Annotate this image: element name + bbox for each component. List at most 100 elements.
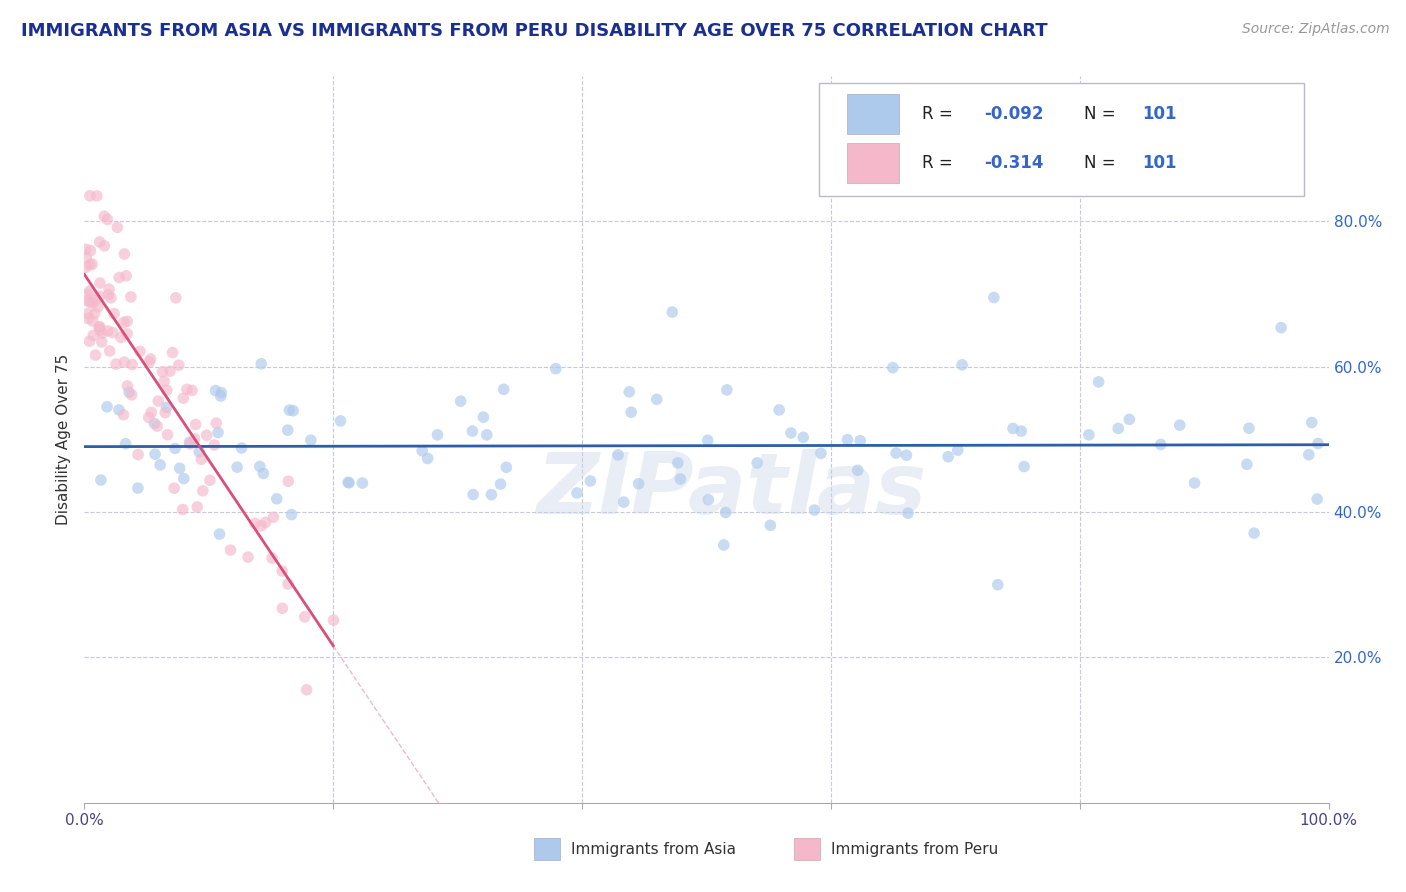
- Point: [759, 518, 782, 533]
- Point: [495, 460, 517, 475]
- Point: [89, 320, 111, 334]
- Point: [121, 358, 143, 372]
- Point: [173, 472, 195, 486]
- Point: [219, 543, 242, 558]
- Point: [882, 360, 904, 375]
- Point: [148, 394, 170, 409]
- Text: IMMIGRANTS FROM ASIA VS IMMIGRANTS FROM PERU DISABILITY AGE OVER 75 CORRELATION : IMMIGRANTS FROM ASIA VS IMMIGRANTS FROM …: [21, 22, 1047, 40]
- Bar: [848, 95, 900, 135]
- Point: [155, 401, 177, 415]
- Point: [837, 433, 859, 447]
- Point: [77, 293, 100, 308]
- Point: [236, 550, 259, 565]
- Point: [716, 383, 738, 397]
- Point: [89, 323, 111, 337]
- Point: [165, 291, 187, 305]
- Point: [93, 209, 115, 223]
- Point: [661, 305, 683, 319]
- Point: [176, 382, 198, 396]
- Point: [138, 355, 160, 369]
- Point: [846, 463, 869, 477]
- Point: [411, 443, 433, 458]
- Point: [179, 435, 201, 450]
- Point: [172, 502, 194, 516]
- Point: [181, 384, 204, 398]
- Point: [1236, 458, 1258, 472]
- Point: [645, 392, 668, 407]
- Point: [1150, 437, 1173, 451]
- Point: [83, 306, 105, 320]
- Point: [896, 448, 918, 462]
- Point: [352, 476, 374, 491]
- Point: [565, 486, 588, 500]
- Point: [195, 428, 218, 442]
- Point: [76, 287, 98, 301]
- Point: [117, 314, 139, 328]
- Point: [97, 324, 120, 338]
- Point: [114, 436, 136, 450]
- Point: [747, 456, 769, 470]
- Point: [1298, 448, 1320, 462]
- Point: [226, 460, 249, 475]
- Point: [90, 334, 112, 349]
- Point: [492, 382, 515, 396]
- Point: [243, 516, 266, 531]
- Text: 101: 101: [1142, 105, 1177, 123]
- Point: [141, 405, 163, 419]
- Point: [120, 290, 142, 304]
- Point: [475, 427, 498, 442]
- Point: [96, 400, 118, 414]
- Point: [89, 289, 111, 303]
- Point: [190, 452, 212, 467]
- Point: [322, 613, 344, 627]
- Point: [266, 491, 288, 506]
- Point: [110, 330, 132, 344]
- Point: [619, 384, 641, 399]
- Point: [205, 416, 228, 430]
- Point: [697, 492, 720, 507]
- Point: [156, 384, 179, 398]
- Point: [337, 475, 360, 490]
- Point: [1306, 491, 1329, 506]
- Point: [172, 391, 194, 405]
- Text: -0.314: -0.314: [984, 154, 1043, 172]
- Point: [97, 287, 120, 301]
- Point: [950, 358, 973, 372]
- Point: [191, 483, 214, 498]
- Point: [79, 244, 101, 258]
- Point: [713, 538, 735, 552]
- Point: [714, 506, 737, 520]
- Point: [1270, 320, 1292, 334]
- Point: [1168, 418, 1191, 433]
- Point: [481, 487, 503, 501]
- Point: [250, 518, 273, 533]
- Point: [169, 461, 191, 475]
- Point: [280, 508, 302, 522]
- Point: [82, 295, 104, 310]
- Point: [329, 414, 352, 428]
- Point: [93, 239, 115, 253]
- Point: [277, 423, 299, 437]
- Y-axis label: Disability Age Over 75: Disability Age Over 75: [56, 354, 72, 524]
- Point: [1118, 412, 1140, 426]
- Text: N =: N =: [1084, 105, 1121, 123]
- Point: [112, 315, 135, 329]
- Point: [1012, 459, 1035, 474]
- Text: 101: 101: [1142, 154, 1177, 172]
- Point: [98, 282, 121, 296]
- Point: [84, 348, 107, 362]
- Point: [89, 235, 111, 249]
- Point: [613, 495, 636, 509]
- Point: [461, 424, 484, 438]
- Point: [209, 389, 232, 403]
- Point: [202, 438, 225, 452]
- Point: [579, 474, 602, 488]
- Point: [249, 459, 271, 474]
- Point: [162, 345, 184, 359]
- Point: [79, 284, 101, 298]
- Point: [198, 473, 221, 487]
- Point: [104, 357, 127, 371]
- Point: [117, 379, 139, 393]
- Point: [153, 374, 176, 388]
- Point: [810, 446, 832, 460]
